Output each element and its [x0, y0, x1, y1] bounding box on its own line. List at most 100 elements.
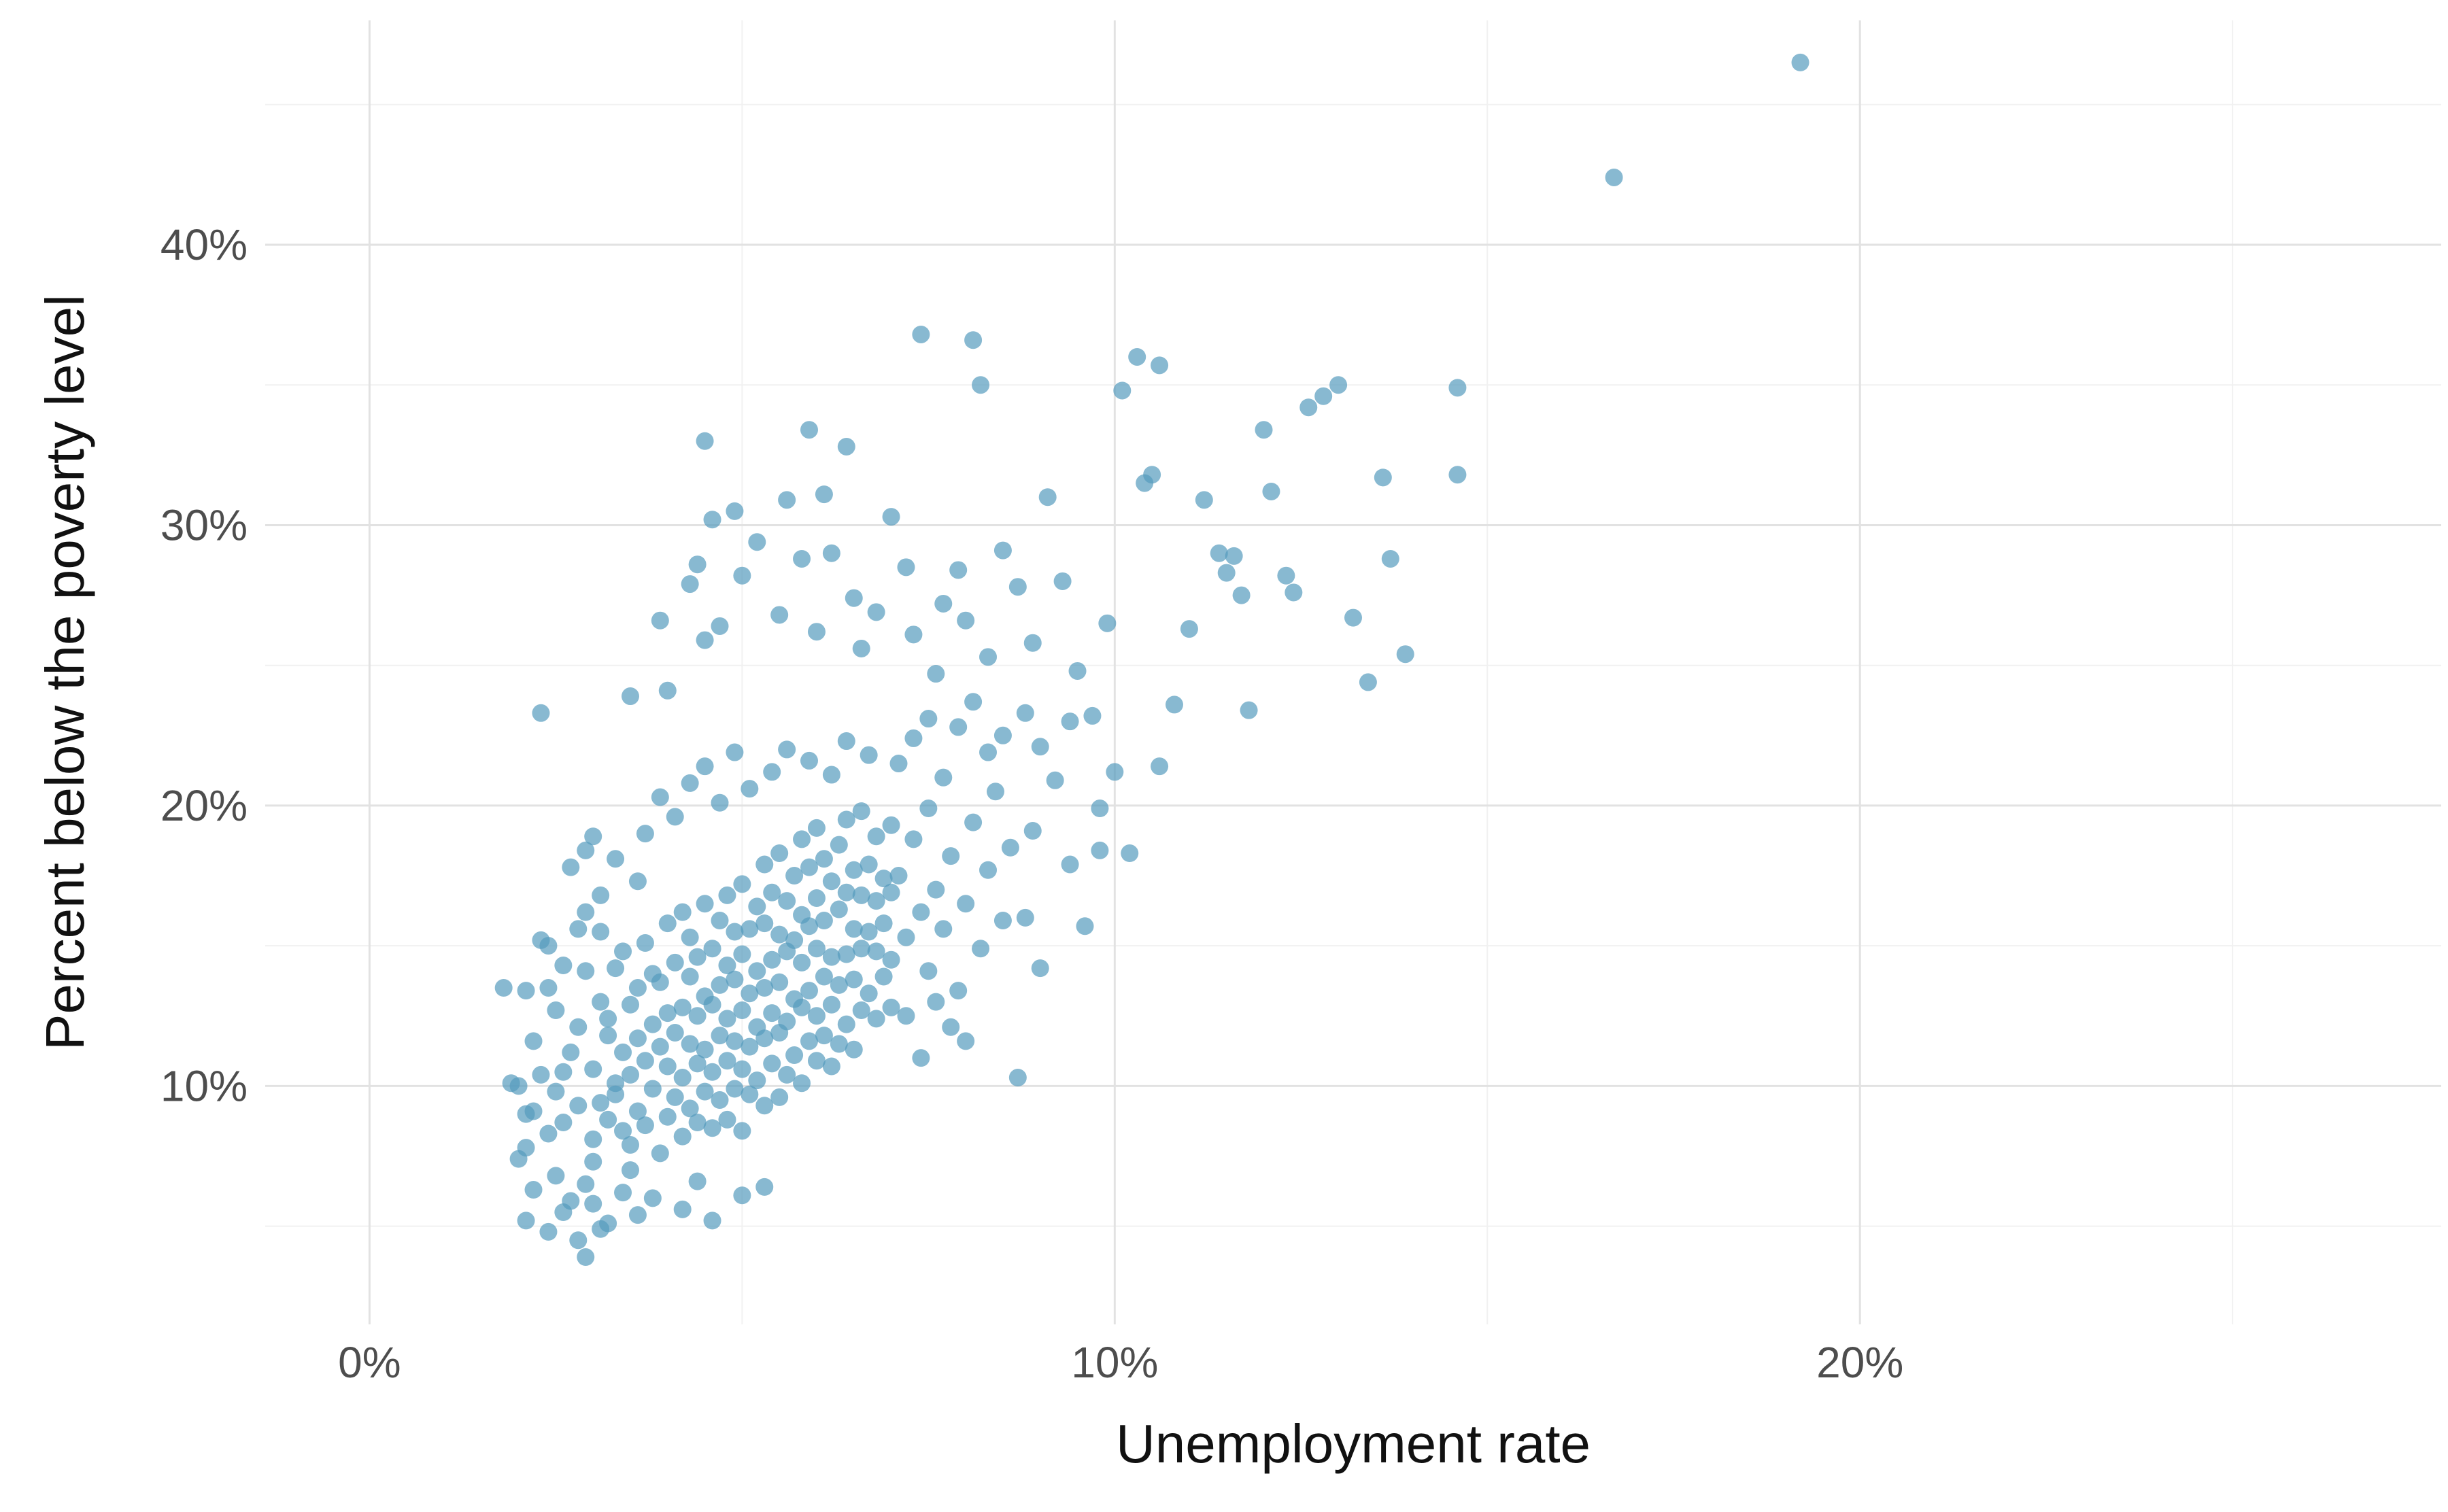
y-axis-tick-label: 30%	[160, 500, 248, 549]
data-point	[919, 710, 938, 728]
data-point	[509, 1077, 528, 1095]
data-point	[845, 970, 863, 989]
data-point	[584, 1195, 602, 1213]
data-point	[577, 962, 595, 980]
data-point	[703, 1063, 721, 1081]
data-point	[569, 920, 588, 938]
data-point	[815, 485, 833, 504]
data-point	[539, 937, 558, 955]
data-point	[748, 1071, 766, 1090]
data-point	[1076, 917, 1094, 935]
data-point	[539, 979, 558, 997]
data-point	[867, 827, 885, 846]
data-point	[651, 1144, 669, 1163]
data-point	[815, 912, 833, 930]
data-point	[912, 1049, 930, 1067]
data-point	[815, 850, 833, 868]
data-point	[733, 1001, 751, 1020]
data-point	[599, 1010, 617, 1028]
data-point	[741, 1085, 759, 1103]
data-point	[703, 1119, 721, 1137]
data-point	[643, 1189, 662, 1207]
data-point	[726, 1080, 744, 1098]
data-point	[532, 1065, 550, 1084]
data-point	[688, 1114, 707, 1132]
data-point	[837, 1015, 855, 1033]
data-point	[882, 950, 900, 969]
data-point	[1151, 757, 1169, 776]
data-point	[517, 1139, 535, 1157]
data-point	[793, 549, 811, 568]
data-point	[741, 984, 759, 1003]
data-point	[830, 1035, 848, 1053]
data-point	[822, 872, 840, 891]
data-point	[1359, 673, 1377, 691]
data-point	[807, 1007, 826, 1025]
data-point	[837, 883, 855, 901]
data-point	[569, 1018, 588, 1036]
data-point	[830, 976, 848, 994]
data-point	[681, 774, 699, 792]
data-point	[651, 973, 669, 991]
data-point	[800, 421, 818, 439]
data-point	[993, 541, 1012, 560]
data-point	[711, 1091, 729, 1110]
data-point	[993, 912, 1012, 930]
data-point	[874, 967, 893, 986]
data-point	[919, 800, 938, 818]
data-point	[1031, 959, 1049, 978]
data-point	[688, 1054, 707, 1073]
data-point	[658, 1004, 677, 1023]
data-point	[651, 611, 669, 630]
data-point	[822, 948, 840, 966]
data-point	[793, 830, 811, 848]
data-point	[1381, 549, 1399, 568]
data-point	[785, 931, 804, 949]
data-point	[778, 491, 796, 509]
data-point	[554, 1114, 573, 1132]
data-point	[666, 953, 684, 972]
data-point	[785, 1046, 804, 1065]
data-point	[666, 1088, 684, 1106]
data-point	[726, 502, 744, 520]
data-point	[763, 1004, 781, 1023]
data-point	[673, 1200, 692, 1218]
data-point	[897, 1007, 915, 1025]
data-point	[822, 1057, 840, 1076]
data-point	[636, 1116, 654, 1135]
data-point	[726, 923, 744, 941]
data-point	[972, 376, 990, 394]
data-point	[547, 1167, 565, 1185]
data-point	[666, 808, 684, 826]
data-point	[651, 788, 669, 806]
data-point	[822, 766, 840, 784]
data-point	[688, 555, 707, 574]
data-point	[972, 940, 990, 958]
data-point	[562, 1043, 580, 1061]
data-point	[628, 979, 647, 997]
data-point	[852, 802, 870, 821]
data-point	[979, 861, 998, 879]
data-point	[741, 780, 759, 798]
data-point	[837, 437, 855, 456]
data-point	[1195, 491, 1213, 509]
data-point	[852, 886, 870, 904]
data-point	[681, 967, 699, 986]
data-point	[584, 1152, 602, 1171]
data-point	[703, 995, 721, 1014]
data-point	[614, 942, 632, 961]
data-point	[673, 1127, 692, 1146]
data-point	[658, 1107, 677, 1126]
x-axis-title: Unemployment rate	[1115, 1413, 1591, 1474]
data-point	[1299, 398, 1318, 417]
data-point	[845, 920, 863, 938]
data-point	[628, 1206, 647, 1224]
data-point	[681, 575, 699, 594]
data-point	[1314, 387, 1333, 405]
data-point	[904, 729, 923, 747]
data-point	[837, 945, 855, 963]
data-point	[562, 1192, 580, 1210]
data-point	[1605, 168, 1623, 186]
data-point	[658, 1057, 677, 1076]
